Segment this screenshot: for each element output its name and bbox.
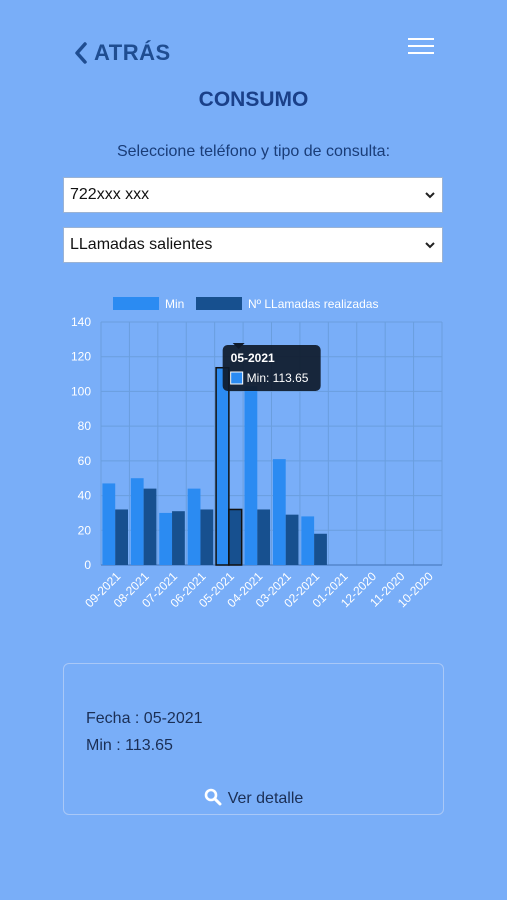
bar-min — [102, 483, 116, 565]
view-detail-label: Ver detalle — [227, 790, 304, 807]
legend-label-min: Min — [165, 297, 184, 311]
bar-calls — [143, 488, 157, 565]
query-type-select-value: LLamadas salientes — [70, 236, 213, 253]
y-tick-label: 120 — [71, 350, 91, 364]
bar-calls — [285, 514, 299, 565]
instructions-text: Seleccione teléfono y tipo de consulta: — [116, 143, 391, 160]
bar-min — [272, 459, 286, 565]
bar-min — [159, 512, 173, 565]
y-tick-label: 60 — [78, 454, 92, 468]
bar-min — [215, 366, 230, 566]
query-type-select[interactable]: LLamadas salientes — [63, 227, 443, 263]
back-button[interactable]: ATRÁS — [74, 40, 171, 66]
bar-calls — [314, 533, 327, 565]
y-tick-label: 100 — [71, 384, 91, 398]
view-detail-button[interactable]: Ver detalle — [64, 788, 443, 808]
tooltip-swatch — [230, 371, 244, 385]
top-bar: ATRÁS — [0, 0, 507, 100]
chevron-down-icon — [425, 192, 435, 199]
y-tick-label: 20 — [78, 523, 92, 537]
back-label: ATRÁS — [94, 40, 171, 65]
chevron-down-icon — [425, 242, 435, 249]
y-tick-label: 0 — [84, 558, 91, 572]
legend-swatch-min — [113, 297, 159, 310]
bar-min — [244, 386, 258, 565]
hamburger-menu-icon[interactable] — [408, 38, 436, 56]
bar-calls — [228, 508, 243, 566]
chevron-left-icon — [75, 42, 87, 64]
bar-min — [130, 478, 144, 565]
bar-calls — [200, 509, 214, 565]
tooltip-value: Min: 113.65 — [247, 371, 309, 385]
y-tick-label: 40 — [78, 489, 92, 503]
bar-calls — [115, 509, 128, 565]
bar-min — [301, 516, 315, 565]
phone-select-value: 722xxx xxx — [70, 186, 150, 203]
bar-calls — [172, 511, 185, 565]
date-text: Fecha : 05-2021 — [86, 710, 203, 727]
bar-min — [187, 488, 201, 565]
legend-label-calls: Nº LLamadas realizadas — [248, 297, 378, 311]
y-tick-label: 140 — [71, 315, 91, 329]
detail-card: Fecha : 05-2021 Min : 113.65 Ver detalle — [63, 663, 444, 815]
bar-calls — [257, 509, 271, 565]
page-title: CONSUMO — [198, 88, 309, 111]
consumption-chart[interactable]: Min Nº LLamadas realizadas 0 20 40 60 80 100 120… — [60, 290, 460, 630]
y-tick-label: 80 — [78, 419, 92, 433]
tooltip-title: 05-2021 — [231, 351, 275, 365]
phone-select[interactable]: 722xxx xxx — [63, 177, 443, 213]
search-icon — [204, 788, 222, 806]
legend-swatch-calls — [196, 297, 242, 310]
minutes-text: Min : 113.65 — [86, 737, 173, 754]
tooltip-box — [222, 345, 321, 391]
